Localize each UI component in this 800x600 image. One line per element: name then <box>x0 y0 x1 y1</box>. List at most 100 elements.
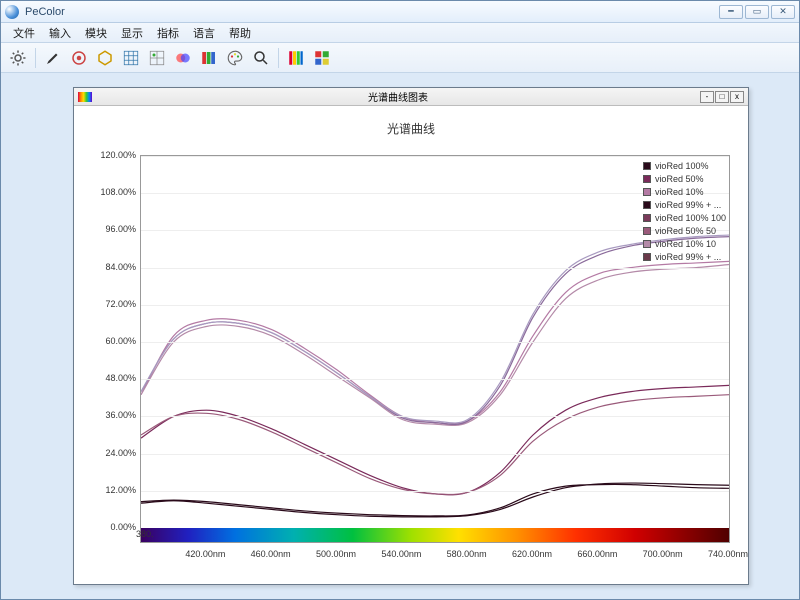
gridline-h <box>141 305 729 306</box>
legend-item: vioRed 99% + ... <box>643 198 726 211</box>
hexagon-icon[interactable] <box>94 47 116 69</box>
series-curve <box>141 483 729 517</box>
app-title: PeColor <box>25 6 719 18</box>
y-axis-label: 24.00% <box>105 448 136 458</box>
menu-input[interactable]: 输入 <box>43 23 77 43</box>
target-icon[interactable] <box>68 47 90 69</box>
window-controls: ━ ▭ ✕ <box>719 5 795 19</box>
maximize-button[interactable]: ▭ <box>745 5 769 19</box>
legend-item: vioRed 99% + ... <box>643 250 726 263</box>
menu-help[interactable]: 帮助 <box>223 23 257 43</box>
legend-swatch <box>643 214 651 222</box>
y-axis-label: 96.00% <box>105 224 136 234</box>
y-axis-label: 12.00% <box>105 485 136 495</box>
plot-region <box>140 155 730 543</box>
legend-label: vioRed 99% + ... <box>655 252 721 262</box>
legend-label: vioRed 99% + ... <box>655 200 721 210</box>
y-axis-label: 36.00% <box>105 410 136 420</box>
chart-window-title: 光谱曲线图表 <box>96 89 700 104</box>
legend-item: vioRed 100% <box>643 159 726 172</box>
chart-close-button[interactable]: x <box>730 91 744 103</box>
menu-indicator[interactable]: 指标 <box>151 23 185 43</box>
legend-swatch <box>643 162 651 170</box>
magnifier-icon[interactable] <box>250 47 272 69</box>
gridline-h <box>141 156 729 157</box>
gridline-h <box>141 342 729 343</box>
workspace: 光谱曲线图表 - □ x 光谱曲线 vioRed 100%vioRed 50%v… <box>1 73 799 599</box>
x-axis-label: 580.00nm <box>447 549 487 559</box>
grid1-icon[interactable] <box>120 47 142 69</box>
app-window: PeColor ━ ▭ ✕ 文件 输入 模块 显示 指标 语言 帮助 <box>0 0 800 600</box>
spectrum-icon <box>78 92 92 102</box>
gridline-h <box>141 379 729 380</box>
y-axis-label: 60.00% <box>105 336 136 346</box>
gridline-h <box>141 268 729 269</box>
close-button[interactable]: ✕ <box>771 5 795 19</box>
titlebar: PeColor ━ ▭ ✕ <box>1 1 799 23</box>
legend-item: vioRed 10% <box>643 185 726 198</box>
legend-swatch <box>643 188 651 196</box>
x-axis-label: 740.00nm <box>708 549 748 559</box>
gridline-h <box>141 416 729 417</box>
menu-module[interactable]: 模块 <box>79 23 113 43</box>
rainbow-bars-icon[interactable] <box>285 47 307 69</box>
plot-title: 光谱曲线 <box>84 120 738 137</box>
x-axis-label: 460.00nm <box>251 549 291 559</box>
x-axis-label: 420.00nm <box>185 549 225 559</box>
toolbar <box>1 43 799 73</box>
chart-maximize-button[interactable]: □ <box>715 91 729 103</box>
toolbar-separator <box>278 48 279 68</box>
gridline-h <box>141 193 729 194</box>
legend-swatch <box>643 175 651 183</box>
app-icon <box>5 5 19 19</box>
x-axis-label: 500.00nm <box>316 549 356 559</box>
y-axis-label: 120.00% <box>100 150 136 160</box>
menubar: 文件 输入 模块 显示 指标 语言 帮助 <box>1 23 799 43</box>
legend-swatch <box>643 240 651 248</box>
legend-label: vioRed 10% 10 <box>655 239 716 249</box>
legend-label: vioRed 50% <box>655 174 704 184</box>
venn-icon[interactable] <box>172 47 194 69</box>
menu-display[interactable]: 显示 <box>115 23 149 43</box>
legend-item: vioRed 100% 100 <box>643 211 726 224</box>
series-curve <box>141 385 729 494</box>
gridline-h <box>141 454 729 455</box>
y-axis-label: 48.00% <box>105 373 136 383</box>
legend-label: vioRed 50% 50 <box>655 226 716 236</box>
x-axis-label: 620.00nm <box>512 549 552 559</box>
curves-svg <box>141 156 729 542</box>
color-grid-icon[interactable] <box>311 47 333 69</box>
chart-canvas: vioRed 100% vioRed 50% vioRed 10% vioRed 99… <box>84 141 738 571</box>
legend-label: vioRed 100% 100 <box>655 213 726 223</box>
legend: vioRed 100% vioRed 50% vioRed 10% vioRed 99… <box>643 159 726 263</box>
toolbar-separator <box>35 48 36 68</box>
menu-file[interactable]: 文件 <box>7 23 41 43</box>
settings-gear-icon[interactable] <box>7 47 29 69</box>
legend-item: vioRed 10% 10 <box>643 237 726 250</box>
y-axis-label: 0.00% <box>110 522 136 532</box>
menu-language[interactable]: 语言 <box>187 23 221 43</box>
legend-label: vioRed 10% <box>655 187 704 197</box>
y-axis-label: 108.00% <box>100 187 136 197</box>
palette-icon[interactable] <box>224 47 246 69</box>
legend-label: vioRed 100% <box>655 161 709 171</box>
swatches-icon[interactable] <box>198 47 220 69</box>
grid2-icon[interactable] <box>146 47 168 69</box>
legend-item: vioRed 50% 50 <box>643 224 726 237</box>
chart-minimize-button[interactable]: - <box>700 91 714 103</box>
minimize-button[interactable]: ━ <box>719 5 743 19</box>
chart-window: 光谱曲线图表 - □ x 光谱曲线 vioRed 100%vioRed 50%v… <box>73 87 749 585</box>
plot-area: 光谱曲线 vioRed 100%vioRed 50%vioRed 10%vioR… <box>74 106 748 584</box>
legend-item: vioRed 50% <box>643 172 726 185</box>
y-axis-label: 72.00% <box>105 299 136 309</box>
gridline-h <box>141 230 729 231</box>
x-axis-label: 380. <box>136 529 154 539</box>
chart-window-controls: - □ x <box>700 91 744 103</box>
x-axis-label: 660.00nm <box>577 549 617 559</box>
brush-icon[interactable] <box>42 47 64 69</box>
series-curve <box>141 237 729 425</box>
chart-window-titlebar: 光谱曲线图表 - □ x <box>74 88 748 106</box>
legend-swatch <box>643 227 651 235</box>
gridline-h <box>141 491 729 492</box>
y-axis-label: 84.00% <box>105 262 136 272</box>
